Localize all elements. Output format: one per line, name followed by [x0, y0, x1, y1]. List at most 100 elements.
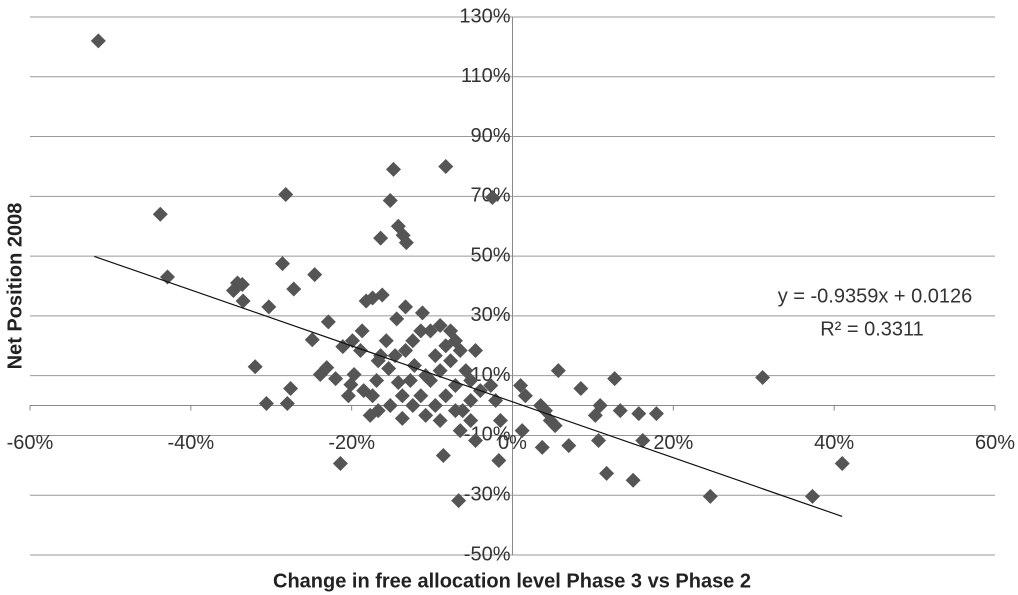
point [432, 413, 448, 428]
point [834, 456, 850, 472]
point [534, 439, 550, 455]
y-tick-label: 130% [459, 5, 510, 27]
point [592, 398, 608, 414]
point [354, 323, 370, 339]
point [451, 493, 467, 509]
point [463, 413, 479, 428]
point [413, 323, 429, 339]
point [484, 190, 500, 206]
point [612, 403, 628, 419]
point [573, 381, 589, 397]
x-tick-label: -60% [7, 432, 54, 454]
x-tick-label: 0% [498, 432, 527, 454]
point [413, 388, 429, 404]
point [332, 456, 348, 472]
point [261, 299, 277, 315]
x-tick-label: 60% [975, 432, 1015, 454]
point [398, 343, 414, 359]
trendline [94, 255, 843, 518]
point [492, 413, 508, 428]
point [320, 314, 336, 330]
y-tick-label: -50% [464, 543, 511, 565]
point [152, 206, 168, 222]
point [405, 333, 421, 349]
point [432, 363, 448, 379]
point [631, 406, 647, 422]
x-tick-label: -40% [167, 432, 214, 454]
point [369, 372, 385, 388]
point [463, 392, 479, 408]
point [382, 398, 398, 414]
point [438, 388, 454, 404]
point [235, 293, 251, 309]
point [394, 410, 410, 426]
point [514, 423, 530, 439]
y-tick-label: 10% [470, 364, 510, 386]
point [225, 282, 241, 298]
y-tick-label: 50% [470, 244, 510, 266]
x-tick-label: -20% [328, 432, 375, 454]
x-axis-title: Change in free allocation level Phase 3 … [273, 570, 751, 592]
point [279, 395, 295, 411]
point [468, 343, 484, 359]
point [414, 305, 430, 321]
point [635, 433, 651, 449]
y-tick-label: 30% [470, 304, 510, 326]
point [452, 423, 468, 439]
point [90, 33, 106, 49]
point [278, 187, 294, 203]
point [382, 193, 398, 209]
point [356, 383, 372, 399]
point [550, 363, 566, 379]
point [625, 472, 641, 488]
y-tick-label: -30% [464, 484, 511, 506]
point [374, 287, 390, 303]
point [358, 293, 374, 309]
point [463, 372, 479, 388]
point [483, 378, 499, 394]
point [648, 406, 664, 422]
point [346, 366, 362, 382]
point [353, 343, 369, 359]
point [804, 488, 820, 504]
point [398, 299, 414, 315]
y-axis-title: Net Position 2008 [4, 203, 26, 370]
point [402, 372, 418, 388]
point [312, 366, 328, 382]
point [418, 368, 434, 384]
point [398, 235, 414, 251]
point [373, 230, 389, 246]
point [607, 371, 623, 387]
point [394, 388, 410, 404]
point [468, 433, 484, 449]
x-tick-label: 20% [653, 432, 693, 454]
y-tick-label: 90% [470, 125, 510, 147]
point [517, 388, 533, 404]
point [561, 438, 577, 454]
point [755, 369, 771, 385]
point [385, 161, 401, 177]
point [418, 407, 434, 423]
point [443, 353, 459, 369]
r-squared: R² = 0.3311 [820, 318, 924, 340]
point [378, 333, 394, 349]
point [702, 488, 718, 504]
point [455, 403, 471, 419]
point [362, 407, 378, 423]
point [389, 311, 405, 327]
y-tick-label: 110% [461, 65, 511, 87]
point [432, 317, 448, 333]
point [591, 433, 607, 449]
trendline-equation: y = -0.9359x + 0.0126 [778, 285, 973, 307]
point [258, 395, 274, 411]
point [427, 348, 443, 364]
point [599, 465, 615, 481]
point [422, 323, 438, 339]
point [547, 418, 563, 434]
point [335, 339, 351, 355]
point [328, 371, 344, 387]
point [307, 267, 323, 283]
point [286, 281, 302, 297]
point [427, 398, 443, 414]
